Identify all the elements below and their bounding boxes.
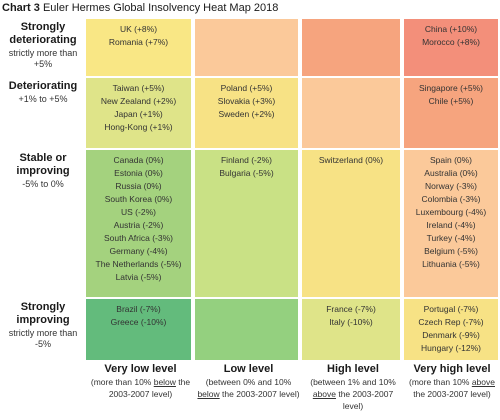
row-label: Deteriorating +1% to +5% (0, 80, 86, 150)
country-entry: Morocco (+8%) (422, 37, 480, 47)
chart-title: Chart 3 Euler Hermes Global Insolvency H… (2, 2, 278, 18)
country-entry: South Korea (0%) (104, 194, 173, 204)
column-label: Very low level (more than 10% below the 2… (86, 363, 195, 400)
heat-map-cell (302, 78, 400, 148)
country-entry: UK (+8%) (119, 24, 158, 34)
country-entry: Italy (-10%) (329, 317, 373, 327)
country-entry: Sweden (+2%) (218, 109, 275, 119)
heat-map-cell: France (-7%) Italy (-10%) (302, 299, 400, 360)
country-entry: Hungary (-12%) (421, 343, 481, 353)
country-entry: Bulgaria (-5%) (219, 168, 274, 178)
country-entry: Spain (0%) (429, 155, 473, 165)
country-entry: Australia (0%) (424, 168, 478, 178)
country-entry: Poland (+5%) (220, 83, 273, 93)
heat-map-cell (302, 19, 400, 76)
heat-map-cell: Poland (+5%) Slovakia (+3%) Sweden (+2%) (195, 78, 298, 148)
column-label-main: Low level (223, 363, 274, 375)
country-entry: Finland (-2%) (220, 155, 273, 165)
country-entry: Belgium (-5%) (424, 246, 478, 256)
column-label: High level (between 1% and 10% above the … (302, 363, 404, 412)
column-label-sub: (more than 10% below the 2003-2007 level… (90, 377, 191, 399)
country-entry: Latvia (-5%) (115, 272, 162, 282)
country-entry: Turkey (-4%) (426, 233, 476, 243)
country-entry: Denmark (-9%) (422, 330, 480, 340)
country-entry: Estonia (0%) (114, 168, 163, 178)
heat-map-cell: UK (+8%) Romania (+7%) (86, 19, 191, 76)
row-label: Strongly deteriorating strictly more than… (0, 21, 86, 78)
country-entry: Luxembourg (-4%) (415, 207, 487, 217)
column-label-main: High level (327, 363, 379, 375)
country-entry: Colombia (-3%) (421, 194, 481, 204)
row-label-sub: +1% to +5% (18, 94, 68, 104)
country-entry: Slovakia (+3%) (217, 96, 276, 106)
country-entry: Japan (+1%) (114, 109, 163, 119)
row-label-sub: strictly more than -5% (8, 328, 78, 349)
column-label: Very high level (more than 10% above the … (404, 363, 500, 400)
row-label-main: Stable or improving (16, 152, 70, 177)
heat-map-grid: Strongly deteriorating strictly more than… (0, 19, 500, 360)
country-entry: Switzerland (0%) (318, 155, 384, 165)
heat-map-cell: Portugal (-7%) Czech Rep (-7%) Denmark (-9… (404, 299, 498, 360)
country-entry: Hong-Kong (+1%) (104, 122, 173, 132)
country-entry: Brazil (-7%) (116, 304, 161, 314)
column-label-main: Very high level (413, 363, 491, 375)
heat-map-cell (195, 19, 298, 76)
country-entry: Lithuania (-5%) (422, 259, 480, 269)
heat-map-cell (195, 299, 298, 360)
chart-title-label: Chart 3 (2, 2, 40, 14)
row-label: Strongly improving strictly more than -5% (0, 301, 86, 362)
country-entry: Singapore (+5%) (418, 83, 484, 93)
heat-map-cell: Finland (-2%) Bulgaria (-5%) (195, 150, 298, 297)
country-entry: The Netherlands (-5%) (95, 259, 182, 269)
row-label-sub: strictly more than +5% (8, 48, 78, 69)
column-label-sub: (between 0% and 10% below the 2003-2007 … (197, 377, 300, 399)
country-entry: New Zealand (+2%) (100, 96, 177, 106)
row-label: Stable or improving -5% to 0% (0, 152, 86, 299)
country-entry: Portugal (-7%) (423, 304, 479, 314)
country-entry: Chile (+5%) (428, 96, 474, 106)
country-entry: Greece (-10%) (110, 317, 167, 327)
country-entry: South Africa (-3%) (104, 233, 173, 243)
heat-map-cell: Canada (0%) Estonia (0%) Russia (0%) South … (86, 150, 191, 297)
country-entry: Canada (0%) (113, 155, 164, 165)
heat-map-cell: Spain (0%) Australia (0%) Norway (-3%) Colo… (404, 150, 498, 297)
country-entry: Norway (-3%) (425, 181, 477, 191)
country-entry: China (+10%) (424, 24, 478, 34)
column-label-sub: (between 1% and 10% above the 2003-2007 … (310, 377, 396, 411)
column-label-sub: (more than 10% above the 2003-2007 level… (408, 377, 495, 399)
row-label-main: Strongly deteriorating (9, 21, 77, 46)
country-entry: France (-7%) (326, 304, 376, 314)
country-entry: US (-2%) (121, 207, 156, 217)
row-label-main: Deteriorating (8, 80, 78, 92)
heat-map-cell: China (+10%) Morocco (+8%) (404, 19, 498, 76)
heat-map-cell: Singapore (+5%) Chile (+5%) (404, 78, 498, 148)
country-entry: Russia (0%) (115, 181, 162, 191)
row-label-sub: -5% to 0% (22, 179, 64, 189)
column-label-main: Very low level (104, 363, 177, 375)
country-entry: Germany (-4%) (109, 246, 168, 256)
heat-map-cell: Taiwan (+5%) New Zealand (+2%) Japan (+1%)… (86, 78, 191, 148)
country-entry: Czech Rep (-7%) (418, 317, 484, 327)
heat-map-cell: Brazil (-7%) Greece (-10%) (86, 299, 191, 360)
country-entry: Taiwan (+5%) (112, 83, 165, 93)
country-entry: Ireland (-4%) (426, 220, 476, 230)
column-label: Low level (between 0% and 10% below the 2… (195, 363, 302, 400)
country-entry: Romania (+7%) (108, 37, 169, 47)
chart-title-text: Euler Hermes Global Insolvency Heat Map … (42, 2, 279, 14)
heat-map-cell: Switzerland (0%) (302, 150, 400, 297)
row-label-main: Strongly improving (16, 301, 70, 326)
country-entry: Austria (-2%) (113, 220, 164, 230)
